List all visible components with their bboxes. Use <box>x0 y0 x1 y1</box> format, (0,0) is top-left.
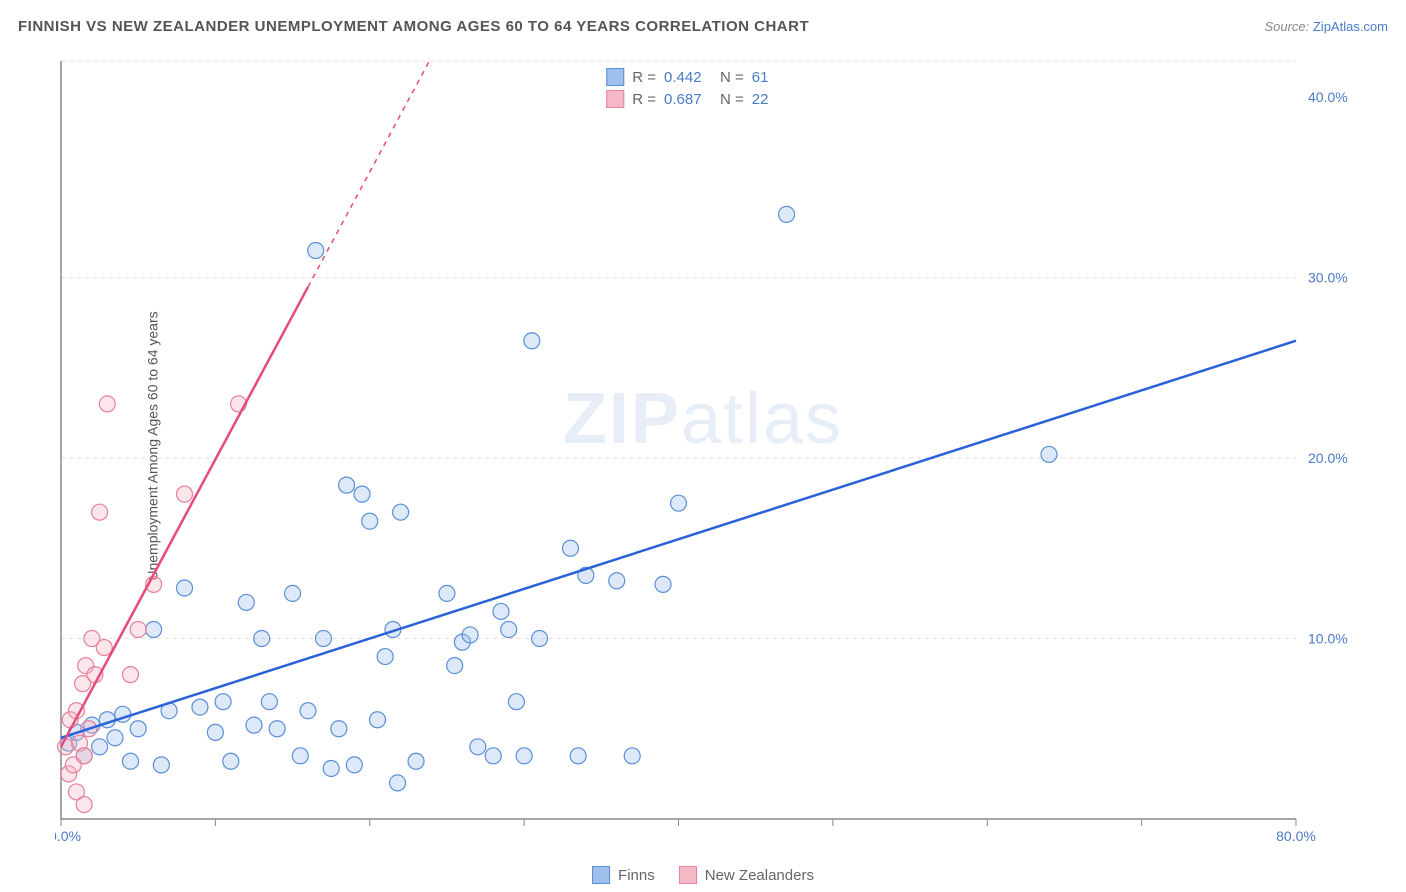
data-point <box>92 739 108 755</box>
data-point <box>238 594 254 610</box>
title-bar: FINNISH VS NEW ZEALANDER UNEMPLOYMENT AM… <box>18 18 1388 35</box>
data-point <box>354 486 370 502</box>
data-point <box>107 730 123 746</box>
y-tick-label: 40.0% <box>1308 89 1348 105</box>
data-point <box>192 699 208 715</box>
data-point <box>609 573 625 589</box>
data-point <box>261 694 277 710</box>
y-tick-label: 30.0% <box>1308 270 1348 286</box>
data-point <box>485 748 501 764</box>
legend-stats-row: R = 0.442 N = 61 <box>606 66 800 88</box>
data-point <box>501 622 517 638</box>
data-point <box>339 477 355 493</box>
data-point <box>493 603 509 619</box>
data-point <box>177 580 193 596</box>
chart-title: FINNISH VS NEW ZEALANDER UNEMPLOYMENT AM… <box>18 18 809 35</box>
data-point <box>447 658 463 674</box>
data-point <box>76 748 92 764</box>
legend-series-label: New Zealanders <box>705 867 814 884</box>
data-point <box>779 206 795 222</box>
data-point <box>323 760 339 776</box>
data-point <box>516 748 532 764</box>
data-point <box>624 748 640 764</box>
data-point <box>346 757 362 773</box>
source-prefix: Source: <box>1264 19 1312 34</box>
data-point <box>292 748 308 764</box>
legend-swatch <box>592 866 610 884</box>
data-point <box>308 243 324 259</box>
data-point <box>153 757 169 773</box>
legend-stats-row: R = 0.687 N = 22 <box>606 88 800 110</box>
data-point <box>246 717 262 733</box>
data-point <box>532 631 548 647</box>
data-point <box>562 540 578 556</box>
chart-area: 10.0% 20.0% 30.0% 40.0% 0.0% 80.0% <box>55 55 1366 847</box>
trend-line-dashed <box>308 61 429 287</box>
data-point <box>362 513 378 529</box>
data-point <box>122 753 138 769</box>
data-point <box>285 585 301 601</box>
source-link[interactable]: ZipAtlas.com <box>1313 19 1388 34</box>
data-point <box>99 396 115 412</box>
data-point <box>269 721 285 737</box>
legend-series: Finns New Zealanders <box>592 866 814 884</box>
data-point <box>671 495 687 511</box>
data-point <box>92 504 108 520</box>
data-point <box>223 753 239 769</box>
n-value: 22 <box>752 91 800 108</box>
data-point <box>408 753 424 769</box>
source-label: Source: ZipAtlas.com <box>1264 19 1388 34</box>
data-point <box>369 712 385 728</box>
data-point <box>207 724 223 740</box>
scatter-plot: 10.0% 20.0% 30.0% 40.0% 0.0% 80.0% <box>55 55 1366 847</box>
data-point <box>462 627 478 643</box>
legend-swatch <box>679 866 697 884</box>
data-point <box>470 739 486 755</box>
data-point <box>1041 446 1057 462</box>
data-point <box>508 694 524 710</box>
n-label: N = <box>720 91 744 108</box>
data-point <box>122 667 138 683</box>
data-point <box>130 721 146 737</box>
legend-swatch <box>606 90 624 108</box>
legend-series-item: New Zealanders <box>679 866 814 884</box>
r-value: 0.687 <box>664 91 712 108</box>
data-point <box>76 797 92 813</box>
data-point <box>146 622 162 638</box>
data-point <box>390 775 406 791</box>
data-point <box>331 721 347 737</box>
data-point <box>254 631 270 647</box>
data-point <box>377 649 393 665</box>
data-point <box>570 748 586 764</box>
data-point <box>393 504 409 520</box>
x-tick-label: 80.0% <box>1276 828 1316 844</box>
n-value: 61 <box>752 69 800 86</box>
y-tick-label: 20.0% <box>1308 450 1348 466</box>
data-point <box>130 622 146 638</box>
data-point <box>315 631 331 647</box>
r-label: R = <box>632 91 656 108</box>
legend-series-label: Finns <box>618 867 655 884</box>
n-label: N = <box>720 69 744 86</box>
data-point <box>96 640 112 656</box>
legend-swatch <box>606 68 624 86</box>
data-point <box>300 703 316 719</box>
y-tick-label: 10.0% <box>1308 631 1348 647</box>
data-point <box>655 576 671 592</box>
data-point <box>524 333 540 349</box>
legend-series-item: Finns <box>592 866 655 884</box>
legend-stats: R = 0.442 N = 61 R = 0.687 N = 22 <box>606 62 800 114</box>
data-point <box>439 585 455 601</box>
r-value: 0.442 <box>664 69 712 86</box>
r-label: R = <box>632 69 656 86</box>
data-point <box>215 694 231 710</box>
data-point <box>177 486 193 502</box>
x-tick-label: 0.0% <box>55 828 81 844</box>
